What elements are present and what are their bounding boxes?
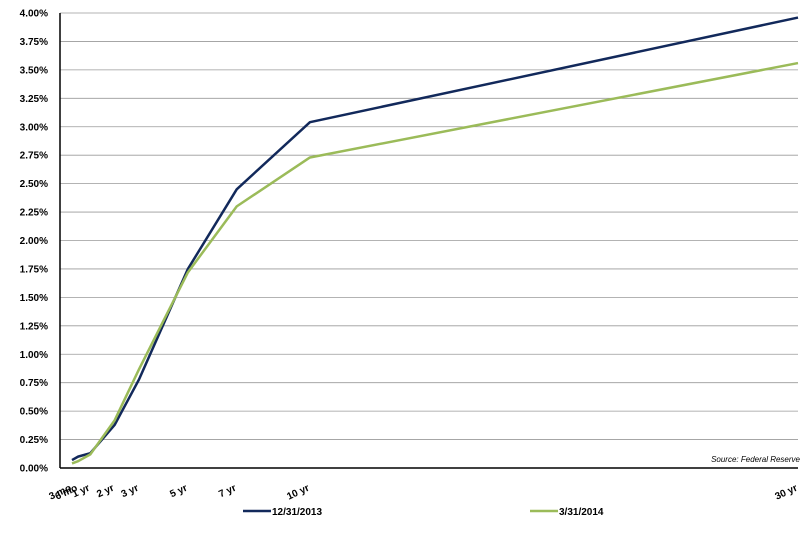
y-tick-label: 1.00%	[20, 350, 48, 361]
y-tick-label: 1.50%	[20, 293, 48, 304]
x-axis-ticks: 3 mo6 mo1 yr 2 yr 3 yr 5 yr 7 yr 10 yr 30 yr	[47, 483, 799, 503]
y-tick-label: 0.00%	[20, 464, 48, 475]
y-tick-label: 3.00%	[20, 122, 48, 133]
y-tick-label: 1.75%	[20, 264, 48, 275]
series-line-1	[71, 16, 799, 462]
y-tick-label: 3.50%	[20, 65, 48, 76]
y-tick-label: 2.00%	[20, 236, 48, 247]
y-tick-label: 1.25%	[20, 321, 48, 332]
x-tick-label: 7 yr	[217, 483, 238, 501]
y-tick-label: 3.25%	[20, 94, 48, 105]
x-tick-label: 3 yr	[120, 483, 141, 501]
series-line-2	[71, 61, 799, 465]
y-tick-label: 4.00%	[20, 9, 48, 20]
x-tick-label: 5 yr	[168, 483, 189, 501]
legend: 12/31/2013 3/31/2014	[243, 507, 604, 518]
gridlines	[60, 12, 798, 440]
x-tick-label: 10 yr	[285, 483, 311, 503]
y-axis-ticks: 0.00% 0.25% 0.50% 0.75% 1.00% 1.25% 1.50% 1.75%…	[20, 9, 48, 475]
y-tick-label: 2.75%	[20, 151, 48, 162]
y-tick-label: 2.50%	[20, 179, 48, 190]
series-lines	[71, 16, 799, 465]
y-tick-label: 3.75%	[20, 37, 48, 48]
y-tick-label: 2.25%	[20, 208, 48, 219]
y-tick-label: 0.50%	[20, 407, 48, 418]
x-tick-label: 30 yr	[773, 483, 799, 503]
source-note: Source: Federal Reserve	[711, 455, 800, 464]
legend-label-1: 12/31/2013	[272, 507, 322, 518]
x-tick-label: 2 yr	[95, 483, 116, 501]
y-tick-label: 0.75%	[20, 378, 48, 389]
y-tick-label: 0.25%	[20, 435, 48, 446]
legend-label-2: 3/31/2014	[559, 507, 604, 518]
